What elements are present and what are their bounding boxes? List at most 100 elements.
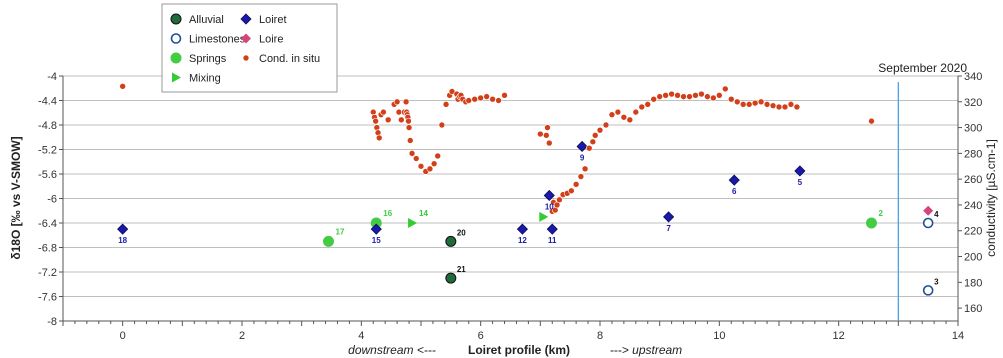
x-tick-label: 14	[952, 330, 964, 342]
mixing-point	[539, 211, 549, 222]
limestones-point	[922, 285, 934, 296]
point-label: 5	[798, 178, 803, 187]
loiret-point	[663, 211, 675, 223]
cond-in-situ-point	[568, 187, 575, 195]
y-tick-label: -7.2	[38, 267, 57, 279]
legend-marker	[170, 13, 182, 25]
legend-marker	[170, 52, 182, 64]
cond-in-situ-point	[674, 92, 681, 99]
y-tick-labels: -4 -4.4 -4.8 -5.2 -5.6 -6 -6.4 -6.8 -7.2 -7.6 -8	[38, 71, 57, 328]
y2-tick-label: 200	[964, 252, 982, 264]
legend-marker	[241, 33, 251, 44]
cond-in-situ-point	[119, 83, 126, 90]
cond-in-situ-point	[698, 90, 705, 98]
cond-in-situ-point	[626, 116, 634, 124]
point-label: 16	[383, 209, 392, 218]
loiret-point	[576, 140, 588, 153]
cond-in-situ-point	[751, 99, 759, 107]
y2-tick-label: 300	[964, 123, 982, 135]
cond-in-situ-point	[501, 92, 508, 99]
y2-tick-label: 260	[964, 174, 982, 186]
cond-in-situ-point	[745, 101, 753, 108]
cond-in-situ-point	[733, 98, 741, 106]
y-tick-label: -6	[47, 194, 57, 206]
cond-in-situ-point	[412, 155, 420, 162]
cond-in-situ-point	[716, 92, 723, 99]
mixing-point	[408, 218, 418, 228]
y2-tick-labels: 160 180 200 220 240 260 280 300 320 340	[964, 71, 982, 315]
point-label: 17	[336, 227, 345, 236]
cond-in-situ-point	[614, 108, 622, 116]
y2-tick-label: 180	[964, 277, 982, 289]
cond-in-situ-point	[585, 144, 593, 152]
x-axis-title: Loiret profile (km)	[468, 343, 570, 357]
loiret-point	[794, 165, 806, 177]
point-label: 6	[732, 187, 737, 196]
cond-in-situ-point	[442, 101, 450, 108]
cond-in-situ-point	[489, 95, 496, 103]
point-label: 7	[666, 224, 671, 233]
cond-in-situ-point	[372, 117, 379, 125]
cond-in-situ-point	[686, 93, 693, 100]
cond-in-situ-point	[393, 98, 401, 106]
x-tick-label: 12	[833, 330, 845, 342]
x-tick-label: 4	[358, 330, 364, 342]
cond-in-situ-point	[537, 130, 544, 138]
cond-in-situ-point	[656, 93, 663, 100]
y-tick-label: -6.8	[38, 243, 57, 255]
cond-in-situ-point	[417, 162, 425, 170]
cond-in-situ-point	[577, 173, 585, 180]
point-label: 2	[878, 209, 883, 218]
cond-in-situ-point	[405, 124, 413, 131]
point-label: 14	[419, 209, 428, 218]
y-tick-label: -6.4	[38, 218, 57, 230]
legend-marker	[242, 54, 250, 62]
axes	[59, 75, 962, 326]
cond-in-situ-point	[704, 93, 711, 100]
point-label: 15	[372, 236, 381, 245]
cond-in-situ-point	[477, 94, 484, 102]
springs-point	[323, 235, 335, 247]
legend-label: Mixing	[189, 73, 221, 85]
loiret-point	[370, 223, 382, 235]
point-label: 12	[518, 236, 527, 245]
y-tick-label: -4.4	[38, 96, 57, 108]
point-label: 11	[548, 236, 557, 245]
cond-in-situ-point	[465, 97, 473, 104]
point-label: 3	[934, 277, 939, 286]
y2-tick-label: 220	[964, 226, 982, 238]
limestones-point	[922, 217, 934, 229]
cond-in-situ-point	[483, 93, 490, 100]
cond-in-situ-point	[602, 121, 610, 129]
cond-in-situ-point	[668, 90, 675, 98]
point-label: 10	[545, 202, 554, 211]
cond-in-situ-point	[545, 139, 553, 147]
x-tick-labels: 0 2 4 6 8 10 12 14	[120, 330, 965, 342]
legend-marker	[170, 33, 182, 44]
cond-in-situ-point	[430, 160, 438, 167]
cond-in-situ-point	[542, 132, 550, 139]
loiret-point	[546, 223, 558, 235]
cond-in-situ-point	[721, 85, 729, 93]
legend-label: Limestones	[189, 34, 246, 46]
legend-marker	[172, 72, 181, 83]
legend-label: Loiret	[259, 14, 287, 26]
cond-in-situ-point	[384, 116, 392, 124]
cond-in-situ-point	[434, 152, 442, 160]
cond-in-situ-point	[589, 138, 597, 146]
cond-in-situ-point	[408, 150, 416, 157]
alluvial-point	[445, 235, 457, 247]
y-tick-label: -8	[47, 316, 57, 328]
cond-in-situ-point	[572, 181, 580, 188]
x-tick-label: 8	[597, 330, 603, 342]
cond-in-situ-point	[739, 101, 747, 108]
y2-axis-title: conductivity [µS.cm-1]	[984, 139, 998, 257]
cond-in-situ-point	[787, 101, 795, 108]
x-tick-label: 2	[239, 330, 245, 342]
loiret-point	[516, 223, 528, 235]
y2-tick-label: 240	[964, 200, 982, 212]
grid-lines	[63, 75, 958, 322]
loiret-point	[543, 189, 555, 202]
